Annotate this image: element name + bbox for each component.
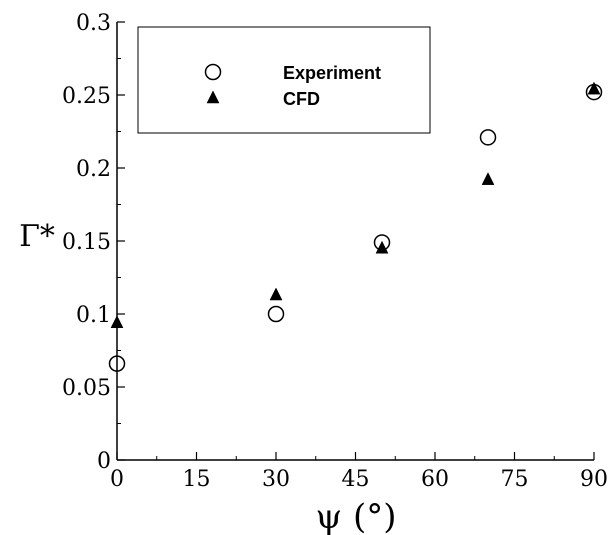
y-tick-label: 0.15 xyxy=(62,230,111,255)
experiment-point xyxy=(108,355,126,372)
cfd-point xyxy=(110,315,124,329)
data-points xyxy=(108,81,603,372)
y-tick-label: 0.3 xyxy=(76,11,111,36)
y-tick-label: 0.25 xyxy=(62,84,111,109)
x-tick-label: 0 xyxy=(110,467,124,492)
x-tick-label: 75 xyxy=(501,467,529,492)
experiment-point xyxy=(267,305,285,323)
legend: Experiment CFD xyxy=(137,26,431,134)
y-tick-label: 0 xyxy=(97,449,111,474)
y-tick-label: 0.2 xyxy=(76,157,111,182)
y-tick-label: 0.1 xyxy=(76,303,111,328)
cfd-point xyxy=(269,287,283,301)
cfd-point xyxy=(375,240,389,254)
x-axis-label: ψ (°) xyxy=(316,497,397,535)
cfd-point xyxy=(587,81,601,95)
x-tick-label: 90 xyxy=(580,467,608,492)
y-axis-label: Γ* xyxy=(19,219,55,254)
x-tick-label: 30 xyxy=(262,467,290,492)
y-ticks: 0 0.05 0.1 0.15 0.2 0.25 0.3 xyxy=(62,11,125,474)
y-tick-label: 0.05 xyxy=(62,376,111,401)
cfd-point xyxy=(481,172,495,185)
experiment-point xyxy=(479,129,497,146)
legend-marker-cfd xyxy=(206,90,220,104)
legend-marker-experiment xyxy=(204,63,222,81)
legend-label-cfd: CFD xyxy=(283,89,320,109)
x-tick-label: 15 xyxy=(183,467,211,492)
legend-label-experiment: Experiment xyxy=(283,63,381,83)
axes xyxy=(116,22,594,461)
legend-box xyxy=(137,26,431,134)
x-tick-label: 45 xyxy=(342,467,370,492)
x-ticks: 0 15 30 45 60 75 90 xyxy=(110,452,608,492)
x-tick-label: 60 xyxy=(421,467,449,492)
